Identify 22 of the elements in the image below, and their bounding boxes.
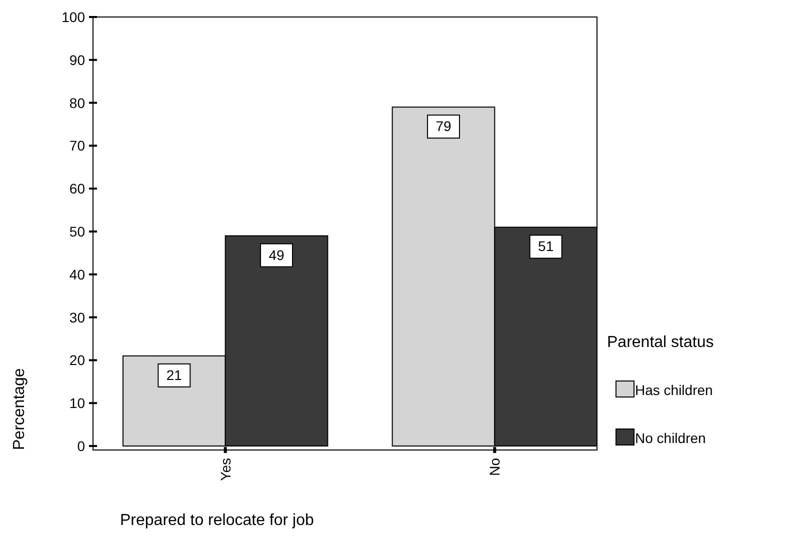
y-tick-label: 60 — [69, 180, 86, 197]
y-tick-label: 40 — [69, 266, 86, 282]
legend-label: Has children — [635, 382, 713, 398]
x-axis-title: Prepared to relocate for job — [120, 512, 314, 529]
y-axis-title: Percentage — [11, 368, 28, 450]
data-label: 79 — [436, 118, 452, 134]
y-tick-label: 90 — [69, 52, 86, 68]
y-tick-label: 70 — [69, 138, 86, 154]
legend-label: No children — [635, 430, 706, 446]
x-tick-label: No — [486, 458, 503, 476]
y-tick-label: 30 — [69, 309, 86, 326]
x-tick-label: Yes — [217, 458, 234, 481]
y-tick-label: 0 — [77, 438, 86, 454]
data-label: 21 — [166, 366, 182, 383]
legend-title: Parental status — [607, 334, 714, 351]
y-tick-label: 10 — [69, 395, 86, 412]
y-tick-label: 20 — [69, 352, 86, 368]
y-tick-label: 50 — [69, 224, 86, 240]
y-tick-label: 80 — [69, 94, 86, 111]
y-tick-label: 100 — [62, 9, 86, 25]
data-label: 49 — [268, 246, 285, 263]
data-label: 51 — [538, 238, 554, 254]
